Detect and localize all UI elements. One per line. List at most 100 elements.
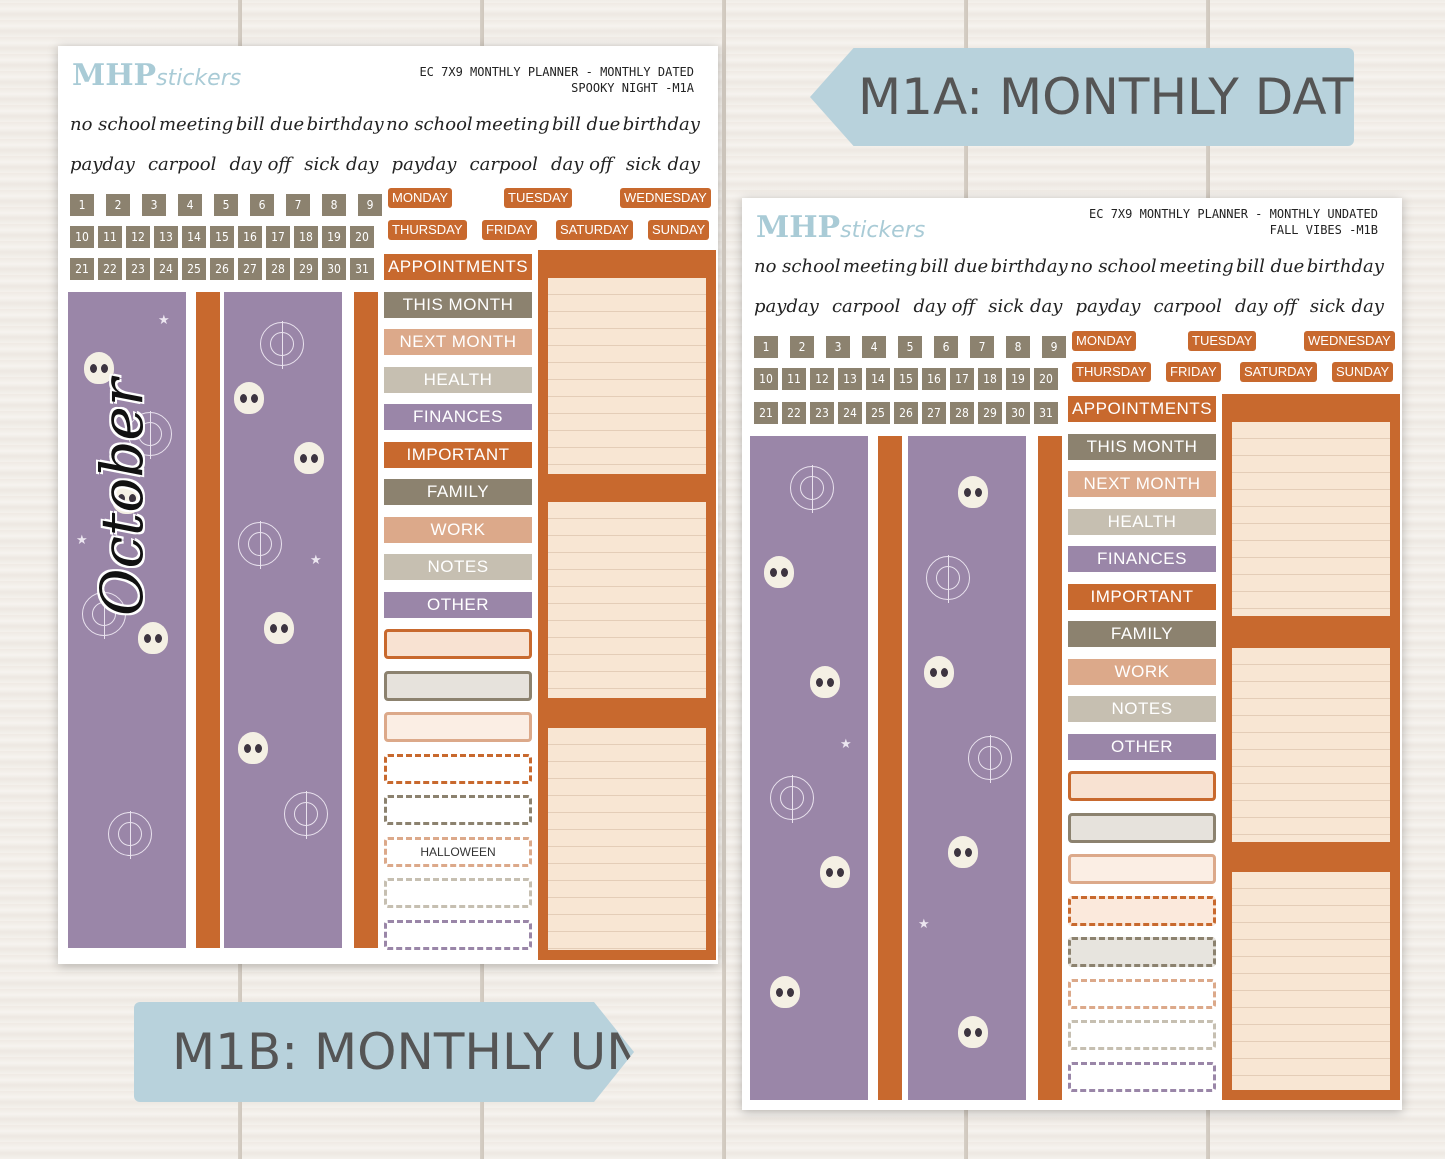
day-saturday: SATURDAY	[1240, 362, 1317, 382]
lined-note-card	[548, 278, 706, 474]
day-tuesday: TUESDAY	[1188, 331, 1257, 351]
blank-box-sticker	[384, 878, 532, 908]
star-icon: ★	[310, 552, 322, 567]
date-number: 26	[894, 402, 918, 424]
date-number: 18	[978, 368, 1002, 390]
label-work: WORK	[384, 516, 532, 543]
word-sticker: no school	[754, 256, 841, 277]
sheet-header: EC 7X9 MONTHLY PLANNER - MONTHLY UNDATED…	[1089, 207, 1378, 237]
word-sticker: birthday	[622, 114, 700, 135]
label-health: HEALTH	[1068, 508, 1216, 535]
date-number: 17	[950, 368, 974, 390]
word-sticker: birthday	[990, 256, 1068, 277]
blank-box-sticker	[1068, 771, 1216, 801]
date-number: 6	[934, 336, 958, 358]
label-appointments: APPOINTMENTS	[1068, 396, 1216, 422]
halloween-box-sticker: HALLOWEEN	[384, 836, 532, 867]
date-number: 17	[266, 226, 290, 248]
star-icon: ★	[840, 736, 852, 751]
date-number: 4	[862, 336, 886, 358]
word-sticker: sick day	[1309, 296, 1384, 317]
day-sunday: SUNDAY	[1332, 362, 1394, 382]
date-number: 31	[350, 258, 374, 280]
date-number: 2	[106, 194, 130, 216]
date-number: 16	[922, 368, 946, 390]
mhp-logo: MHPstickers	[756, 210, 926, 245]
date-number: 10	[70, 226, 94, 248]
star-icon: ★	[76, 532, 88, 547]
label-important: IMPORTANT	[384, 441, 532, 468]
word-sticker: meeting	[842, 256, 918, 277]
skull-icon	[112, 482, 142, 514]
date-number: 19	[322, 226, 346, 248]
word-row-1: no school meeting bill due birthday no s…	[754, 256, 1384, 277]
word-sticker: day off	[1235, 296, 1297, 317]
m1a-title-tag: M1A: MONTHLY DATED	[810, 48, 1354, 146]
date-number: 6	[250, 194, 274, 216]
spiderweb-icon	[238, 521, 282, 569]
skull-icon	[264, 612, 294, 644]
date-number: 27	[238, 258, 262, 280]
skull-icon	[958, 476, 988, 508]
spiderweb-icon	[260, 321, 304, 369]
date-number: 29	[294, 258, 318, 280]
spiderweb-icon	[284, 791, 328, 839]
word-sticker: day off	[551, 154, 613, 175]
label-appointments: APPOINTMENTS	[384, 254, 532, 280]
word-sticker: payday	[1075, 296, 1141, 317]
date-number: 18	[294, 226, 318, 248]
word-sticker: no school	[386, 114, 473, 135]
label-family: FAMILY	[1068, 621, 1216, 647]
spiderweb-icon	[128, 411, 172, 459]
orange-strip	[354, 292, 378, 948]
halloween-pattern-strip: ★	[750, 436, 868, 1100]
word-sticker: meeting	[1159, 256, 1234, 277]
word-sticker: carpool	[147, 154, 217, 175]
date-number: 22	[98, 258, 122, 280]
date-number: 25	[182, 258, 206, 280]
date-number: 13	[154, 226, 178, 248]
date-number: 14	[182, 226, 206, 248]
date-number: 26	[210, 258, 234, 280]
spiderweb-icon	[108, 811, 152, 859]
lined-note-card	[1232, 872, 1390, 1090]
word-sticker: payday	[70, 154, 135, 175]
word-sticker: sick day	[625, 154, 700, 175]
skull-icon	[138, 622, 168, 654]
blank-box-sticker	[1068, 1020, 1216, 1050]
word-sticker: bill due	[919, 256, 989, 277]
word-sticker: day off	[913, 296, 976, 317]
orange-strip	[1038, 436, 1062, 1100]
word-sticker: payday	[754, 296, 819, 317]
word-sticker: payday	[391, 154, 457, 175]
date-number: 21	[754, 402, 778, 424]
word-sticker: bill due	[235, 114, 305, 135]
label-health: HEALTH	[384, 366, 532, 393]
sheet-header: EC 7X9 MONTHLY PLANNER - MONTHLY DATED S…	[419, 65, 694, 95]
date-number-row: 21 22 23 24 25 26 27 28 29 30 31	[754, 402, 1060, 424]
word-row-2: payday carpool day off sick day payday c…	[754, 296, 1384, 317]
spiderweb-icon	[926, 555, 970, 603]
day-thursday: THURSDAY	[1072, 362, 1151, 382]
date-number: 28	[950, 402, 974, 424]
label-family: FAMILY	[384, 479, 532, 505]
date-number: 8	[1006, 336, 1030, 358]
lined-note-card	[1232, 648, 1390, 842]
label-notes: NOTES	[384, 554, 532, 580]
skull-icon	[234, 382, 264, 414]
category-labels: APPOINTMENTS THIS MONTH NEXT MONTH HEALT…	[384, 254, 532, 961]
category-labels: APPOINTMENTS THIS MONTH NEXT MONTH HEALT…	[1068, 396, 1216, 1103]
word-sticker: sick day	[304, 154, 379, 175]
spiderweb-icon	[82, 591, 126, 639]
day-friday: FRIDAY	[1166, 362, 1221, 382]
date-number: 3	[826, 336, 850, 358]
date-number: 11	[98, 226, 122, 248]
spiderweb-icon	[790, 465, 834, 513]
m1b-title-tag: M1B: MONTHLY UNDATED	[134, 1002, 634, 1102]
lined-note-card	[548, 728, 706, 950]
blank-box-sticker	[1068, 854, 1216, 884]
date-number-row: 1 2 3 4 5 6 7 8 9	[70, 194, 382, 216]
word-sticker: carpool	[831, 296, 901, 317]
day-wednesday: WEDNESDAY	[1304, 331, 1395, 351]
date-number: 30	[322, 258, 346, 280]
